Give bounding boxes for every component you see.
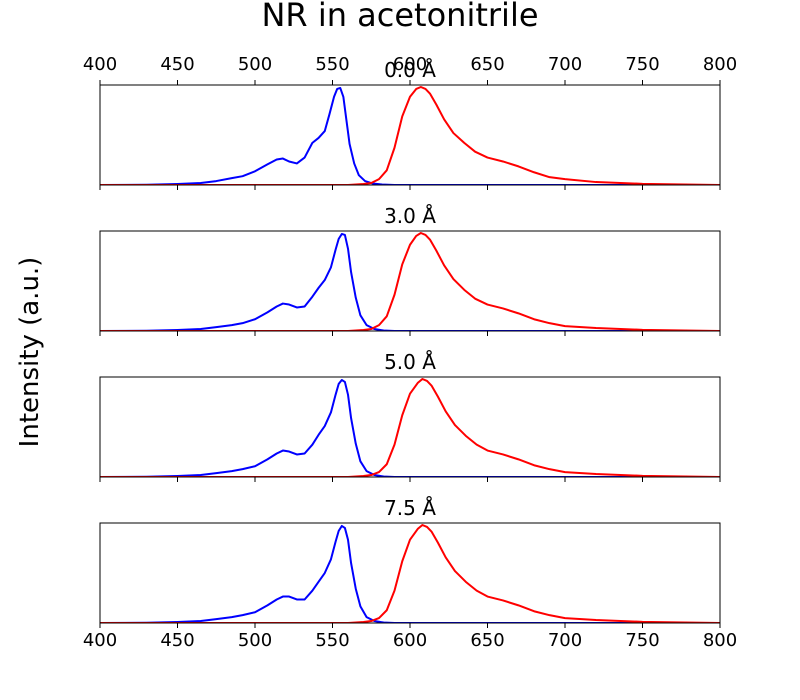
x-tick-label: 450 [160, 630, 194, 651]
x-tick-label: 600 [393, 630, 427, 651]
x-tick-label: 700 [548, 630, 582, 651]
emission-series-line [100, 524, 720, 623]
x-tick-label: 550 [315, 630, 349, 651]
panel-3: 5.0 Å [99, 350, 721, 482]
x-tick-label-top: 400 [83, 54, 117, 75]
panel-title: 0.0 Å [384, 58, 436, 82]
emission-series-line [100, 86, 720, 185]
panel-title: 7.5 Å [384, 496, 436, 520]
absorption-series-line [100, 232, 720, 331]
panel-4: 7.5 Å 400 450 500 550 600 650 700 750 800 [83, 496, 737, 651]
x-tick-label: 650 [470, 630, 504, 651]
x-tick-label: 500 [238, 630, 272, 651]
x-tick-label: 750 [625, 630, 659, 651]
panel-2: 3.0 Å [99, 204, 721, 336]
x-tick-label-top: 600 [393, 54, 427, 75]
x-tick-label-top: 450 [160, 54, 194, 75]
emission-series-line [100, 232, 720, 331]
panel-title: 3.0 Å [384, 204, 436, 228]
axes-frame [99, 84, 721, 186]
absorption-series-line [100, 86, 720, 185]
absorption-series-line [100, 378, 720, 477]
x-tick-label: 400 [83, 630, 117, 651]
panels: 0.0 Å 400 450 500 550 600 650 700 750 800 3.0 Å 5.0… [83, 54, 737, 651]
emission-series-line [100, 378, 720, 477]
x-tick-label-top: 650 [470, 54, 504, 75]
chart-title: NR in acetonitrile [261, 0, 538, 34]
y-axis-label: Intensity (a.u.) [15, 257, 45, 448]
absorption-series-line [100, 524, 720, 623]
x-tick-label: 800 [703, 630, 737, 651]
x-tick-label-top: 700 [548, 54, 582, 75]
panel-1: 0.0 Å 400 450 500 550 600 650 700 750 800 [83, 54, 737, 190]
x-tick-label-top: 500 [238, 54, 272, 75]
panel-title: 5.0 Å [384, 350, 436, 374]
x-tick-label-top: 750 [625, 54, 659, 75]
x-tick-label-top: 550 [315, 54, 349, 75]
x-tick-label-top: 800 [703, 54, 737, 75]
